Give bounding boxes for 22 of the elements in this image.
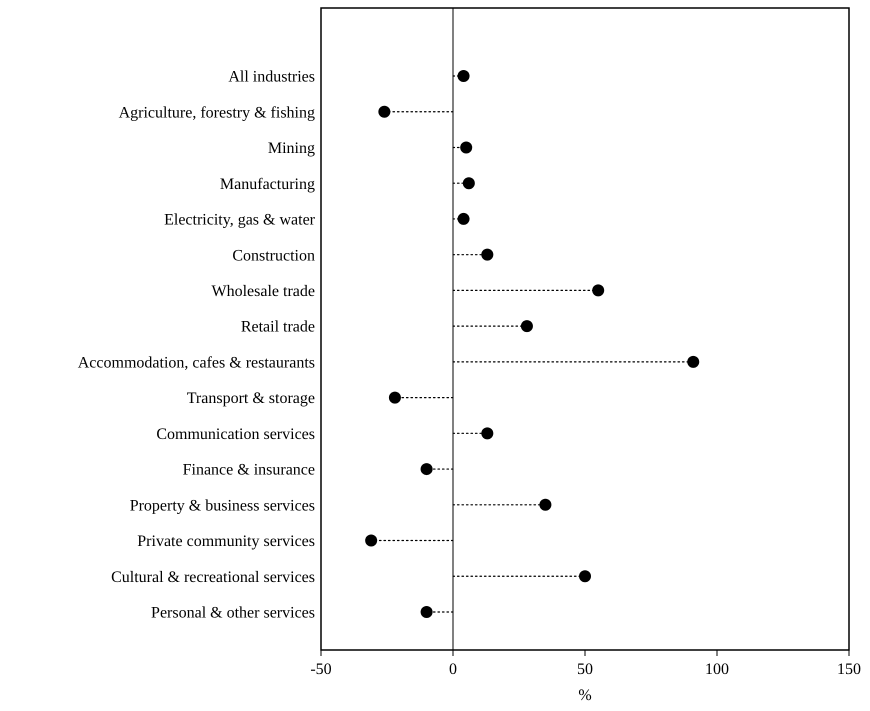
- y-tick-label: Private community services: [137, 533, 315, 550]
- y-tick-label: Agriculture, forestry & fishing: [118, 104, 315, 122]
- y-tick-label: Wholesale trade: [212, 283, 315, 300]
- y-tick-label: Manufacturing: [220, 176, 315, 193]
- x-tick-label: 100: [705, 661, 729, 678]
- y-tick-label: Finance & insurance: [182, 462, 315, 479]
- y-tick-label: Cultural & recreational services: [111, 568, 315, 586]
- y-tick-label: Communication services: [156, 426, 315, 443]
- y-tick-label: All industries: [228, 68, 315, 86]
- x-tick-label: 0: [449, 661, 457, 678]
- y-tick-label: Accommodation, cafes & restaurants: [78, 354, 315, 372]
- y-tick-label: Property & business services: [130, 497, 315, 514]
- x-tick-label: 50: [577, 661, 593, 678]
- y-tick-label: Electricity, gas & water: [164, 212, 316, 229]
- y-tick-label: Construction: [232, 247, 315, 264]
- y-tick-label: Transport & storage: [186, 390, 315, 408]
- x-axis-title: %: [578, 687, 592, 704]
- y-tick-label: Retail trade: [240, 318, 315, 336]
- y-tick-label: Personal & other services: [151, 604, 315, 622]
- x-tick-label: -50: [310, 661, 332, 678]
- x-tick-label: 150: [837, 661, 861, 678]
- y-tick-label: Mining: [268, 140, 315, 158]
